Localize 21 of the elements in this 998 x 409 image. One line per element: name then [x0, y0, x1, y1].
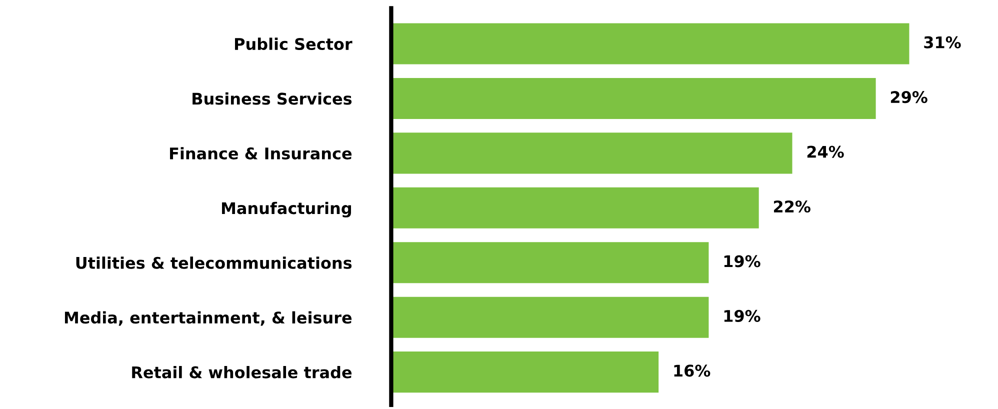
data-label: 29%	[890, 91, 928, 104]
bar	[391, 78, 876, 119]
y-tick-label: Utilities & telecommunications	[76, 256, 352, 269]
data-label: 24%	[807, 146, 844, 158]
data-label: 22%	[774, 200, 810, 213]
data-label: 19%	[724, 310, 760, 322]
bar	[391, 132, 792, 174]
bar	[391, 23, 910, 64]
data-label: 31%	[924, 36, 961, 48]
data-label: 16%	[674, 364, 710, 377]
y-tick-label: Business Services	[192, 92, 352, 105]
bar	[391, 352, 659, 393]
bar	[391, 242, 709, 284]
bar	[391, 187, 759, 228]
y-tick-label: Finance & Insurance	[170, 147, 352, 160]
bar	[391, 296, 709, 338]
y-tick-label: Retail & wholesale trade	[132, 366, 352, 378]
data-label: 19%	[724, 255, 760, 268]
y-tick-label: Manufacturing	[222, 202, 351, 218]
y-tick-label: Public Sector	[235, 38, 352, 50]
y-tick-label: Media, entertainment, & leisure	[64, 311, 352, 326]
